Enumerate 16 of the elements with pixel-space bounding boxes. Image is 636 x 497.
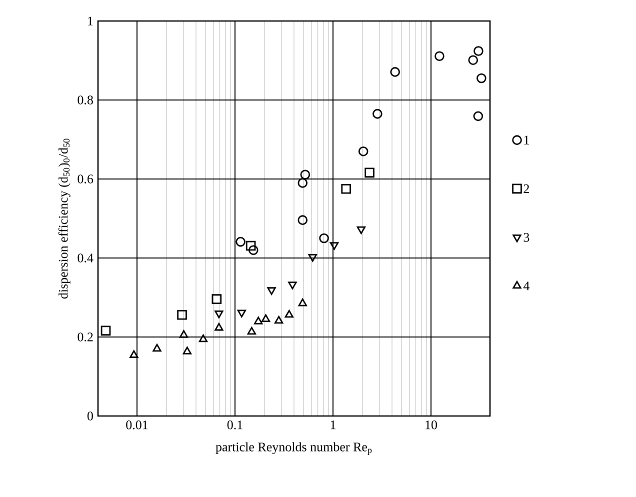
x-axis-title: particle Reynolds number Re$_{p}$ [216, 442, 372, 455]
y-tick-label: 0.8 [78, 96, 93, 104]
y-tick-label: 0.2 [78, 332, 93, 342]
legend-label: 4 [523, 282, 530, 290]
legend-label: 1 [524, 136, 529, 144]
legend-label: 3 [524, 232, 530, 242]
x-tick-label: 1 [330, 420, 336, 430]
x-tick-label: 10 [426, 420, 438, 430]
y-tick-label: 0.6 [78, 174, 94, 184]
x-tick-label: 0.1 [227, 420, 242, 430]
y-tick-label: 0.4 [78, 254, 94, 262]
y-tick-label: 0 [87, 412, 93, 420]
legend-label: 2 [524, 184, 529, 193]
y-axis-title: dispersion efficiency (d$_{50}$)$_{0}$/d$_{50}$ [58, 138, 70, 299]
x-tick-label: 0.01 [126, 420, 148, 430]
y-tick-label: 1 [88, 16, 93, 26]
